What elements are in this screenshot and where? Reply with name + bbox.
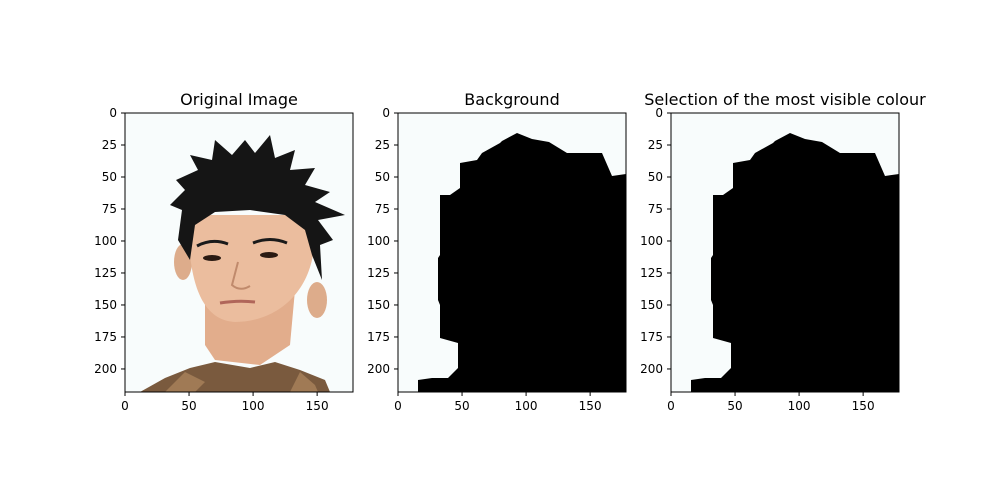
y-tick-label: 150: [94, 298, 117, 312]
x-axis-ticks: 0 50 100 150: [667, 392, 875, 413]
axes-frame: [397, 112, 627, 393]
y-tick-label: 25: [375, 138, 390, 152]
panel-title: Selection of the most visible colour: [644, 90, 926, 109]
y-tick-label: 125: [367, 266, 390, 280]
axes-frame: [124, 112, 354, 393]
y-tick-label: 175: [367, 330, 390, 344]
x-tick-label: 0: [667, 399, 675, 413]
y-tick-label: 125: [640, 266, 663, 280]
photo-image: [125, 113, 353, 392]
panel-title: Original Image: [180, 90, 298, 109]
x-tick-label: 0: [394, 399, 402, 413]
mask-image: [671, 113, 899, 392]
panel-title: Background: [464, 90, 559, 109]
y-tick-label: 125: [94, 266, 117, 280]
y-tick-label: 25: [102, 138, 117, 152]
y-tick-label: 175: [94, 330, 117, 344]
x-tick-label: 50: [727, 399, 742, 413]
y-tick-label: 150: [367, 298, 390, 312]
y-tick-label: 100: [640, 234, 663, 248]
x-axis-ticks: 0 50 100 150: [121, 392, 329, 413]
y-tick-label: 200: [94, 362, 117, 376]
y-axis-ticks: 0 25 50 75 100 125 150 175 200: [94, 106, 125, 376]
y-tick-label: 75: [648, 202, 663, 216]
y-tick-label: 50: [648, 170, 663, 184]
y-tick-label: 75: [375, 202, 390, 216]
panel-selection: Selection of the most visible colour 0 50…: [640, 90, 926, 413]
y-axis-ticks: 0 25 50 75 100 125 150 175 200: [640, 106, 671, 376]
y-tick-label: 0: [655, 106, 663, 120]
x-tick-label: 50: [454, 399, 469, 413]
y-tick-label: 150: [640, 298, 663, 312]
y-tick-label: 25: [648, 138, 663, 152]
mask-image: [398, 113, 626, 392]
y-tick-label: 50: [375, 170, 390, 184]
x-axis-ticks: 0 50 100 150: [394, 392, 602, 413]
x-tick-label: 150: [852, 399, 875, 413]
y-tick-label: 50: [102, 170, 117, 184]
panel-background: Background 0 50 100 150 0 25 50 75 100 125 150 175…: [367, 90, 627, 413]
axes-frame: [670, 112, 900, 393]
y-tick-label: 0: [109, 106, 117, 120]
x-tick-label: 50: [181, 399, 196, 413]
y-tick-label: 200: [367, 362, 390, 376]
mask-silhouette: [418, 133, 626, 392]
x-tick-label: 150: [579, 399, 602, 413]
y-axis-ticks: 0 25 50 75 100 125 150 175 200: [367, 106, 398, 376]
panel-original-image: Original Image: [94, 90, 354, 413]
y-tick-label: 200: [640, 362, 663, 376]
mask-silhouette: [691, 133, 899, 392]
y-tick-label: 100: [94, 234, 117, 248]
x-tick-label: 100: [242, 399, 265, 413]
x-tick-label: 100: [515, 399, 538, 413]
x-tick-label: 100: [788, 399, 811, 413]
y-tick-label: 75: [102, 202, 117, 216]
x-tick-label: 150: [306, 399, 329, 413]
x-tick-label: 0: [121, 399, 129, 413]
y-tick-label: 100: [367, 234, 390, 248]
y-tick-label: 0: [382, 106, 390, 120]
y-tick-label: 175: [640, 330, 663, 344]
